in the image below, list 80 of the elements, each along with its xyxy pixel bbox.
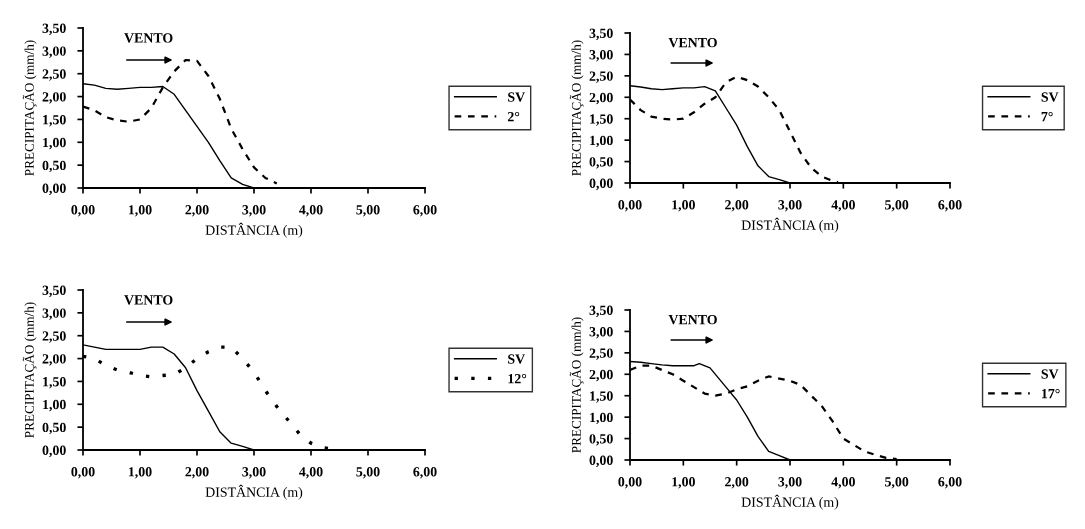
annotation: VENTO	[668, 37, 717, 48]
y-tick-label: 3,00	[42, 308, 66, 320]
x-axis-title: DISTÂNCIA (m)	[741, 494, 839, 510]
legend-label: SV	[508, 354, 525, 364]
x-tick-label: 5,00	[356, 205, 380, 217]
y-tick-label: 2,00	[42, 92, 66, 104]
y-tick-label: 3,50	[589, 305, 613, 317]
legend-label: SV	[508, 92, 525, 102]
y-tick-label: 0,50	[589, 157, 613, 169]
x-axis-title: DISTÂNCIA (m)	[205, 222, 303, 238]
y-tick-label: 3,00	[589, 327, 613, 339]
x-tick-label: 6,00	[413, 205, 437, 217]
legend-label: SV	[1041, 369, 1059, 379]
legend-label: 2°	[507, 111, 520, 122]
annotation: VENTO	[124, 295, 173, 305]
y-tick-label: 0,50	[42, 422, 66, 435]
y-tick-label: 0,50	[589, 434, 613, 446]
x-tick-label: 1,00	[672, 200, 695, 212]
y-axis-title: PRECIPITAÇÃO (mm/h)	[569, 40, 584, 176]
y-tick-label: 2,00	[42, 354, 66, 366]
y-axis-title: PRECIPITAÇÃO (mm/h)	[569, 317, 584, 453]
y-tick-label: 2,00	[589, 92, 613, 105]
x-tick-label: 1,00	[128, 467, 152, 479]
y-tick-label: 3,50	[42, 285, 66, 297]
y-tick-label: 1,50	[590, 114, 613, 126]
x-tick-label: 6,00	[413, 467, 437, 479]
y-tick-label: 0,00	[589, 178, 613, 190]
x-tick-label: 4,00	[831, 200, 855, 212]
annotation: VENTO	[124, 33, 173, 43]
x-tick-label: 1,00	[672, 477, 695, 489]
y-tick-label: 2,00	[589, 369, 613, 382]
y-tick-label: 3,00	[589, 50, 613, 62]
y-tick-label: 3,00	[42, 46, 66, 58]
x-tick-label: 4,00	[299, 467, 323, 479]
x-tick-label: 2,00	[185, 467, 209, 479]
legend-label: SV	[1041, 92, 1059, 102]
x-tick-label: 6,00	[938, 477, 962, 489]
y-tick-label: 1,00	[43, 137, 66, 150]
y-axis-title: PRECIPITAÇÃO (mm/h)	[22, 302, 37, 438]
y-tick-label: 2,50	[42, 331, 66, 343]
x-axis-title: DISTÂNCIA (m)	[741, 217, 839, 233]
x-tick-label: 5,00	[885, 477, 909, 489]
x-tick-label: 5,00	[356, 467, 380, 479]
y-tick-label: 1,00	[43, 399, 66, 412]
x-tick-label: 6,00	[938, 200, 962, 212]
y-tick-label: 0,00	[589, 455, 613, 467]
y-tick-label: 1,00	[590, 412, 613, 425]
y-tick-label: 2,50	[589, 71, 613, 83]
x-tick-label: 4,00	[831, 477, 855, 489]
x-tick-label: 3,00	[242, 467, 266, 479]
x-axis-title: DISTÂNCIA (m)	[205, 484, 303, 500]
legend-label: 12°	[508, 373, 527, 384]
y-tick-label: 1,00	[590, 135, 613, 148]
x-tick-label: 0,00	[71, 467, 95, 479]
x-tick-label: 0,00	[618, 200, 642, 212]
annotation: VENTO	[668, 314, 717, 325]
x-tick-label: 2,00	[725, 477, 749, 489]
y-tick-label: 0,00	[42, 183, 66, 195]
legend-label: 7°	[1041, 111, 1053, 122]
x-tick-label: 3,00	[778, 200, 802, 212]
x-tick-label: 2,00	[725, 200, 749, 212]
y-tick-label: 1,50	[43, 115, 66, 127]
legend-label: 17°	[1041, 388, 1060, 399]
x-tick-label: 5,00	[885, 200, 909, 212]
y-tick-label: 2,50	[589, 348, 613, 360]
x-tick-label: 1,00	[128, 205, 152, 217]
x-tick-label: 0,00	[71, 205, 95, 217]
y-tick-label: 1,50	[590, 391, 613, 403]
x-tick-label: 3,00	[242, 205, 266, 217]
x-tick-label: 4,00	[299, 205, 323, 217]
y-tick-label: 0,00	[42, 445, 66, 457]
y-tick-label: 3,50	[42, 23, 66, 35]
y-tick-label: 3,50	[589, 28, 613, 40]
y-tick-label: 2,50	[42, 69, 66, 81]
y-axis-title: PRECIPITAÇÃO (mm/h)	[22, 40, 37, 176]
x-tick-label: 2,00	[185, 205, 209, 217]
y-tick-label: 1,50	[43, 377, 66, 389]
x-tick-label: 0,00	[618, 477, 642, 489]
x-tick-label: 3,00	[778, 477, 802, 489]
y-tick-label: 0,50	[42, 160, 66, 173]
